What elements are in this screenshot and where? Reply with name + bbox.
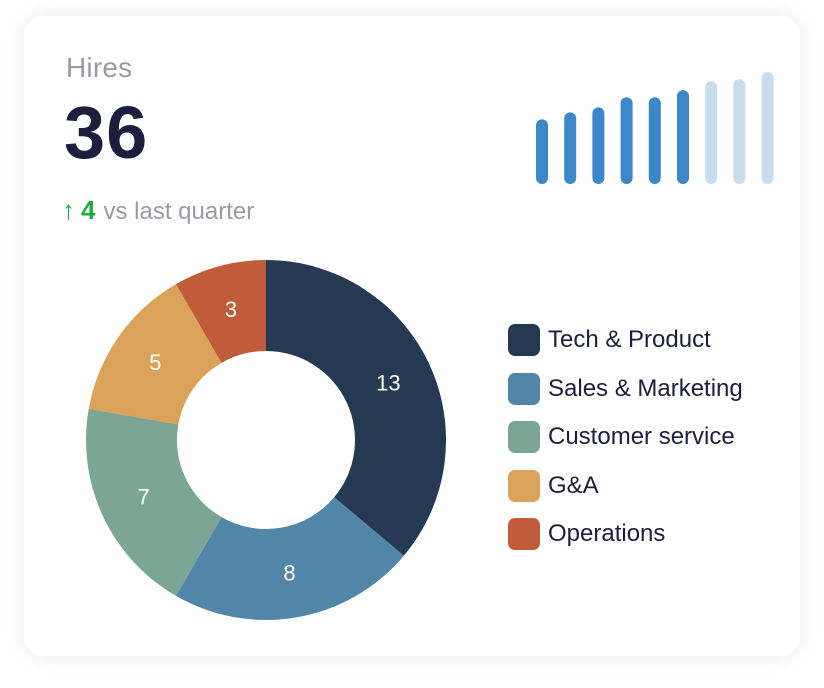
legend-item: Sales & Marketing xyxy=(508,372,743,405)
legend-item: Tech & Product xyxy=(508,324,743,356)
delta-value: 4 xyxy=(81,195,96,225)
delta-label: vs last quarter xyxy=(103,198,255,225)
donut-slice xyxy=(88,284,222,425)
legend-label: Customer service xyxy=(548,423,735,450)
legend-swatch xyxy=(508,372,540,405)
donut-slice xyxy=(176,260,266,363)
kpi-title: Hires xyxy=(66,52,133,83)
trend-bar xyxy=(648,97,661,184)
chart-legend: Tech & Product Sales & Marketing Customer … xyxy=(508,324,743,567)
donut-slice xyxy=(85,408,222,596)
trend-bar xyxy=(592,107,605,184)
legend-swatch xyxy=(508,469,540,502)
kpi-value: 36 xyxy=(64,91,149,174)
trend-bar xyxy=(564,112,577,184)
trend-bar-chart xyxy=(536,72,774,184)
slice-data-label: 3 xyxy=(225,297,237,322)
donut-slice xyxy=(266,260,447,556)
kpi-delta: ↑ 4 vs last quarter xyxy=(62,193,254,229)
arrow-up-icon: ↑ xyxy=(62,195,75,225)
legend-item: Customer service xyxy=(508,421,743,453)
trend-bar xyxy=(536,119,548,184)
trend-bar xyxy=(733,79,746,184)
donut-slice xyxy=(176,497,404,620)
trend-bar xyxy=(620,97,633,184)
legend-swatch xyxy=(508,324,540,356)
legend-swatch xyxy=(508,421,540,453)
trend-bar xyxy=(677,90,689,184)
slice-data-label: 8 xyxy=(283,560,295,585)
trend-bar xyxy=(705,81,718,184)
slice-data-label: 7 xyxy=(138,485,150,510)
trend-bar xyxy=(761,72,774,184)
legend-label: Sales & Marketing xyxy=(548,374,743,402)
slice-data-label: 13 xyxy=(376,370,400,395)
legend-label: Operations xyxy=(548,520,666,547)
legend-item: Operations xyxy=(508,518,743,550)
hires-donut-chart: 13 8 7 5 3 xyxy=(85,260,447,620)
legend-item: G&A xyxy=(508,469,743,502)
legend-label: G&A xyxy=(548,471,599,499)
legend-swatch xyxy=(508,518,540,550)
legend-label: Tech & Product xyxy=(548,326,711,353)
slice-data-label: 5 xyxy=(149,350,161,375)
